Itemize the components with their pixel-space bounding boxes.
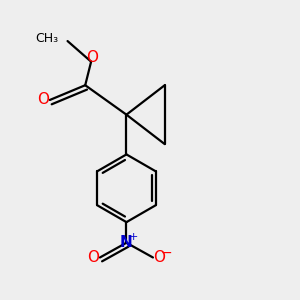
Text: O: O <box>38 92 50 107</box>
Text: O: O <box>87 50 99 65</box>
Text: O: O <box>88 250 100 265</box>
Text: N: N <box>120 235 133 250</box>
Text: −: − <box>160 246 172 260</box>
Text: CH₃: CH₃ <box>36 32 59 45</box>
Text: O: O <box>153 250 165 265</box>
Text: +: + <box>129 232 138 242</box>
